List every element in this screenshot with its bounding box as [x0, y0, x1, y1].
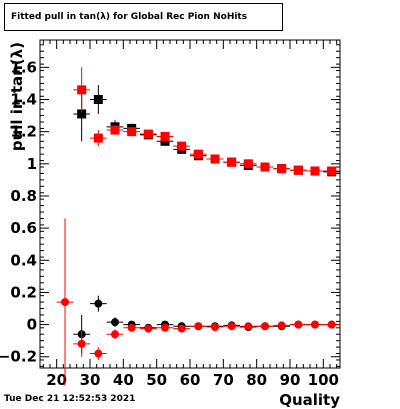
data-point-circle [311, 320, 319, 329]
data-point-square [177, 141, 187, 151]
data-point-circle [144, 324, 153, 333]
chart-title: Fitted pull in tan(λ) for Global Rec Pio… [11, 12, 248, 22]
data-point-circle [227, 322, 236, 331]
data-point-circle [294, 320, 303, 329]
data-point-square [227, 157, 237, 167]
data-point-square [277, 164, 287, 174]
data-point-square [77, 85, 87, 95]
data-point-circle [244, 322, 253, 331]
data-point-square [160, 131, 170, 141]
data-point-square [327, 166, 337, 176]
x-tick-label: 60 [180, 371, 201, 389]
data-point-circle [94, 299, 103, 308]
axis-ticks-group: 20 30 40 50 60 70 80 90 100 −0.2 0 0.2 0.4 0.6 0.8 1 1.2… [0, 40, 340, 389]
timestamp-label: Tue Dec 21 12:52:53 2021 [4, 394, 136, 404]
data-point-square [193, 149, 203, 159]
x-tick-label: 70 [213, 371, 234, 389]
data-point-square [310, 166, 320, 176]
y-tick-label: 0.8 [10, 187, 37, 205]
data-point-circle [194, 322, 203, 331]
data-point-square [143, 129, 153, 139]
y-tick-label: 1.4 [10, 90, 37, 108]
data-point-square [93, 133, 103, 143]
data-point-square [77, 109, 87, 119]
data-point-circle [94, 349, 103, 358]
data-point-circle [111, 318, 119, 327]
data-point-circle [261, 322, 269, 331]
y-tick-label: 0.2 [10, 283, 37, 301]
data-point-square [110, 125, 120, 135]
y-tick-label: 0 [27, 316, 37, 334]
x-tick-label: 50 [146, 371, 167, 389]
x-tick-label: 20 [46, 371, 67, 389]
data-point-circle [177, 324, 186, 333]
data-point-circle [111, 330, 119, 339]
y-tick-label: 0.4 [10, 251, 37, 269]
x-tick-label: 40 [113, 371, 134, 389]
data-point-square [293, 165, 303, 175]
data-point-circle [211, 323, 219, 331]
x-tick-label: 80 [246, 371, 267, 389]
data-point-square [210, 154, 220, 164]
data-point-square [260, 162, 270, 172]
data-point-square [160, 136, 170, 146]
data-point-circle [277, 321, 286, 330]
y-tick-label: −0.2 [0, 348, 37, 366]
y-tick-label: 0.6 [10, 219, 37, 237]
x-tick-label: 100 [308, 371, 339, 389]
data-point-circle [327, 320, 336, 329]
y-axis-title: pull in tan(λ) [8, 42, 26, 151]
data-point-square [127, 127, 137, 137]
y-tick-label: 1.6 [10, 58, 37, 76]
data-point-circle [61, 298, 69, 307]
y-tick-label: 1.2 [10, 123, 37, 141]
x-tick-label: 30 [80, 371, 101, 389]
x-tick-label: 90 [280, 371, 301, 389]
y-tick-label: 1 [27, 155, 37, 173]
data-point-circle [161, 323, 169, 332]
data-point-circle [77, 339, 86, 348]
data-point-square [243, 159, 253, 169]
x-axis-title: Quality [279, 391, 340, 409]
data-point-circle [127, 323, 136, 332]
chart-title-box: Fitted pull in tan(λ) for Global Rec Pio… [4, 3, 283, 31]
data-point-square [93, 94, 103, 104]
data-marks-group [56, 67, 340, 386]
